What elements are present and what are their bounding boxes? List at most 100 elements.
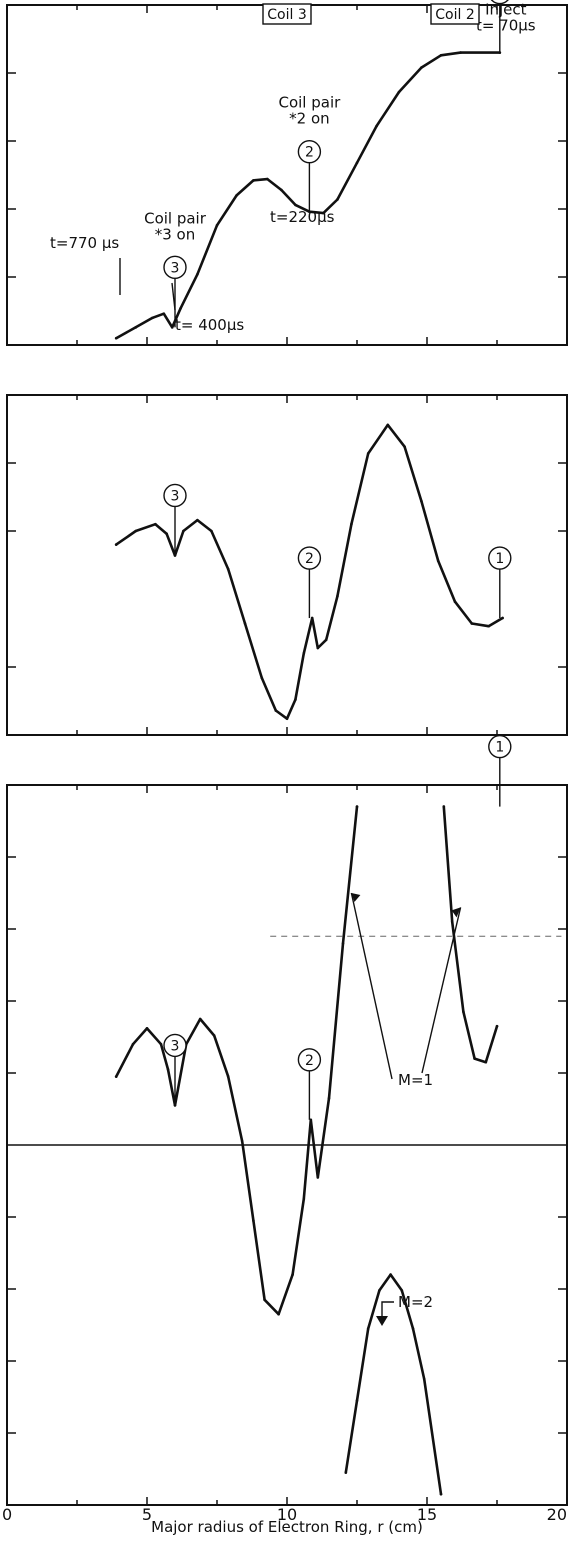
data-point [166,1068,170,1071]
marker-circle [488,546,512,570]
marker-circle [490,0,509,5]
data-point [114,336,118,340]
data-point [210,529,213,533]
data-point [291,1273,294,1276]
plot-frame [6,394,568,736]
data-point [420,499,423,503]
x-tick-label: 20 [547,1505,567,1524]
data-point [459,51,462,54]
x-axis: 0 5 10 15 20 [2,1505,567,1524]
x-axis-label: Major radius of Electron Ring, r (cm) [151,1518,423,1536]
plot-frame [6,4,568,346]
time-annotation: t= 400μs [175,316,244,334]
marker-label: t= 70μs [476,17,536,35]
data-point [280,188,283,192]
data-point [336,198,339,201]
marker-circle [163,483,187,508]
data-point [285,717,289,720]
data-point [215,224,219,227]
data-point [277,1312,280,1316]
data-point [344,1471,348,1474]
data-point [400,1289,404,1292]
data-point [366,452,370,455]
data-point [375,124,378,128]
series-label-m2: M=2 [398,1293,433,1311]
data-point [389,1273,392,1276]
time-annotation: t=220μs [270,208,335,226]
data-point [322,211,325,215]
marker-circle [297,546,322,570]
coil-label: Coil 3 [267,7,306,23]
x-tick-label: 0 [2,1505,12,1524]
data-point [422,1377,426,1381]
x-tick-label: 15 [417,1505,437,1524]
m1-arrow-right [421,907,462,1074]
marker-label: *3 on [155,225,196,243]
data-point [366,1327,370,1330]
data-point [495,1024,499,1028]
data-point [170,326,174,329]
m1-arrow-left [350,892,393,1080]
data-point [226,567,230,571]
data-point [442,805,446,808]
data-point [436,559,440,563]
data-point [294,203,297,207]
coil-box [430,3,480,25]
arrowhead [451,907,461,918]
data-point [154,522,157,526]
marker-number: 3 [171,260,180,276]
marker-label: Inject [485,1,527,19]
marker-circle [163,255,187,280]
data-point [235,194,238,197]
data-point [131,1042,135,1046]
marker-circle [488,734,512,759]
data-point [327,1096,331,1100]
data-point [341,942,345,945]
data-point [151,316,154,320]
data-point [252,1219,255,1222]
marker-circle [297,140,322,164]
data-point [226,1075,230,1078]
data-point [386,423,390,427]
data-point [179,306,182,310]
data-point [134,529,138,533]
data-point [212,1034,216,1037]
marker-number: 1 [495,740,504,756]
data-point [487,624,490,628]
marker-label: Coil pair [278,94,341,112]
data-point [316,1176,320,1179]
data-point [336,594,339,598]
marker-number: 2 [305,551,314,567]
data-point [324,638,328,642]
marker-number: 3 [171,488,180,504]
data-point [403,445,406,448]
data-point [182,529,185,533]
data-point [439,54,443,57]
data-point [350,522,353,526]
data-point [453,600,457,604]
data-point [470,622,474,625]
data-point [302,1197,306,1201]
marker-number: 1 [495,551,504,567]
data-point [420,66,423,69]
marker-number: 2 [305,145,314,161]
marker-number: 3 [171,1038,180,1054]
data-point [439,1492,443,1496]
data-point [473,1057,476,1060]
series-label-m1: M=1 [398,1071,433,1089]
arrowhead [376,1316,388,1326]
marker-number: 2 [305,1053,314,1069]
data-point [310,616,314,620]
marker-label: Coil pair [144,209,207,227]
data-point [302,652,306,655]
data-point [260,676,264,680]
data-point [274,709,278,712]
data-point [162,312,166,316]
x-tick-label: 5 [142,1505,152,1524]
x-tick-label: 10 [277,1505,297,1524]
data-point [263,1298,266,1302]
marker-circle [297,1048,322,1072]
data-point [114,543,118,546]
